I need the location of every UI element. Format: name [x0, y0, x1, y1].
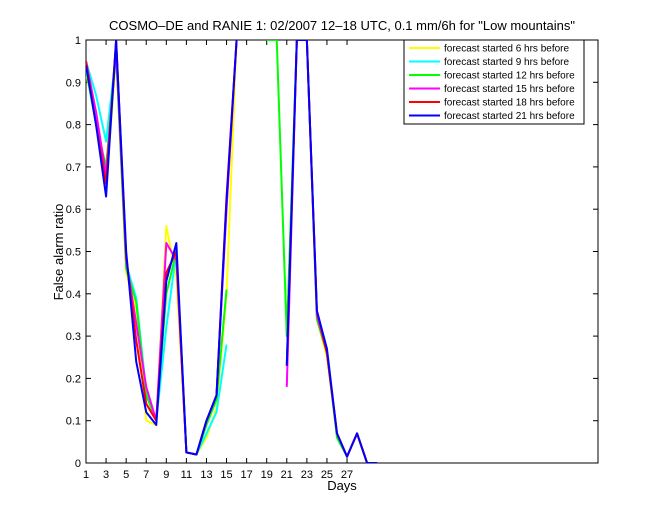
y-axis-label: False alarm ratio	[51, 204, 66, 301]
x-tick-label: 17	[241, 469, 253, 481]
legend-label-4: forecast started 15 hrs before	[444, 84, 575, 95]
y-axis: 0 0.1 0.2 0.3 0.4 0.5 0.6 0.7 0.8 0.9 1	[66, 35, 598, 470]
y-tick-label: 0.9	[66, 77, 81, 89]
legend: forecast started 6 hrs before forecast st…	[403, 39, 585, 125]
x-tick-label: 1	[83, 469, 89, 481]
x-tick-label: 9	[163, 469, 169, 481]
y-tick-label: 0.8	[66, 120, 81, 132]
y-tick-label: 0.3	[66, 331, 81, 343]
x-axis: 1 3 5 7 9 11 13 15 17 19 21 23 25 27	[83, 40, 353, 481]
x-tick-label: 3	[103, 469, 109, 481]
series-line-6	[86, 40, 378, 463]
x-tick-label: 15	[220, 469, 232, 481]
x-axis-label: Days	[327, 478, 357, 493]
y-tick-label: 0.2	[66, 373, 81, 385]
y-tick-label: 0	[75, 458, 81, 470]
x-tick-label: 19	[261, 469, 273, 481]
x-tick-label: 25	[321, 469, 333, 481]
legend-label-2: forecast started 9 hrs before	[444, 57, 570, 68]
legend-label-5: forecast started 18 hrs before	[444, 98, 575, 109]
x-tick-label: 13	[200, 469, 212, 481]
y-tick-label: 0.4	[66, 289, 81, 301]
x-tick-label: 27	[341, 469, 353, 481]
chart-title: COSMO–DE and RANIE 1: 02/2007 12–18 UTC,…	[109, 18, 575, 33]
legend-label-3: forecast started 12 hrs before	[444, 71, 575, 82]
y-tick-label: 0.7	[66, 162, 81, 174]
series-layer	[86, 40, 378, 463]
x-tick-label: 5	[123, 469, 129, 481]
x-tick-label: 11	[181, 469, 192, 481]
legend-label-6: forecast started 21 hrs before	[444, 111, 575, 122]
y-tick-label: 0.5	[66, 247, 81, 259]
x-tick-label: 7	[143, 469, 149, 481]
x-tick-label: 23	[301, 469, 313, 481]
y-tick-label: 0.1	[66, 416, 81, 428]
y-tick-label: 0.6	[66, 204, 81, 216]
legend-label-1: forecast started 6 hrs before	[444, 44, 570, 55]
y-tick-label: 1	[75, 35, 81, 47]
x-tick-label: 21	[281, 469, 293, 481]
legend-box	[403, 39, 585, 125]
